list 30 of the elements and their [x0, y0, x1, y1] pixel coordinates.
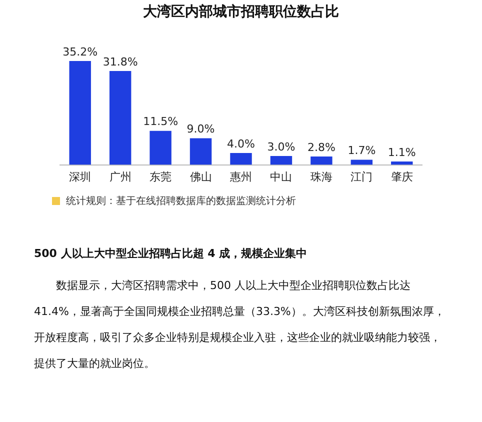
bar: [391, 162, 413, 165]
x-tick-label: 佛山: [190, 170, 212, 184]
x-tick-label: 珠海: [310, 170, 332, 184]
text: 统计规则：基于在线招聘数据库的数据监测统计分析: [66, 194, 296, 208]
data-label: 4.0%: [227, 137, 255, 150]
data-label: 2.8%: [307, 140, 336, 154]
data-label: 11.5%: [143, 115, 178, 128]
x-tick-label: 深圳: [69, 170, 92, 184]
x-tick-label: 肇庆: [390, 170, 413, 184]
bar: [310, 156, 332, 165]
data-label: 1.1%: [388, 146, 416, 159]
bar: [270, 156, 292, 165]
x-tick-label: 中山: [270, 170, 292, 184]
x-tick-label: 惠州: [229, 170, 252, 184]
x-tick-label: 江门: [350, 170, 373, 184]
bar: [230, 153, 252, 165]
data-label: 1.7%: [348, 144, 376, 158]
data-label: 9.0%: [186, 122, 215, 136]
bar: [109, 70, 132, 165]
bar: [190, 138, 212, 165]
text: 数据显示，大湾区招聘需求中，500 人以上大中型企业招聘职位数占比达 41.4%，显著高于全国同规模企业招聘总量（33.3%）。大湾区科技创新氛围浓厚，开放程度高，吸引了众多企业特别是规模企业入驻，这些企业的就业吸纳能力较强，提供了大量的就业岗位。: [34, 278, 446, 372]
data-label: 3.0%: [267, 140, 296, 154]
bar: [69, 60, 91, 165]
bar: [150, 130, 172, 165]
data-label: 31.8%: [102, 55, 138, 68]
x-tick-label: 广州: [109, 170, 132, 184]
chart-title: 大湾区内部城市招聘职位数占比: [143, 3, 339, 20]
text: 500 人以上大中型企业招聘占比超 4 成，规模企业集中: [34, 246, 308, 261]
x-tick-label: 东莞: [150, 170, 172, 184]
data-label: 35.2%: [62, 45, 98, 58]
